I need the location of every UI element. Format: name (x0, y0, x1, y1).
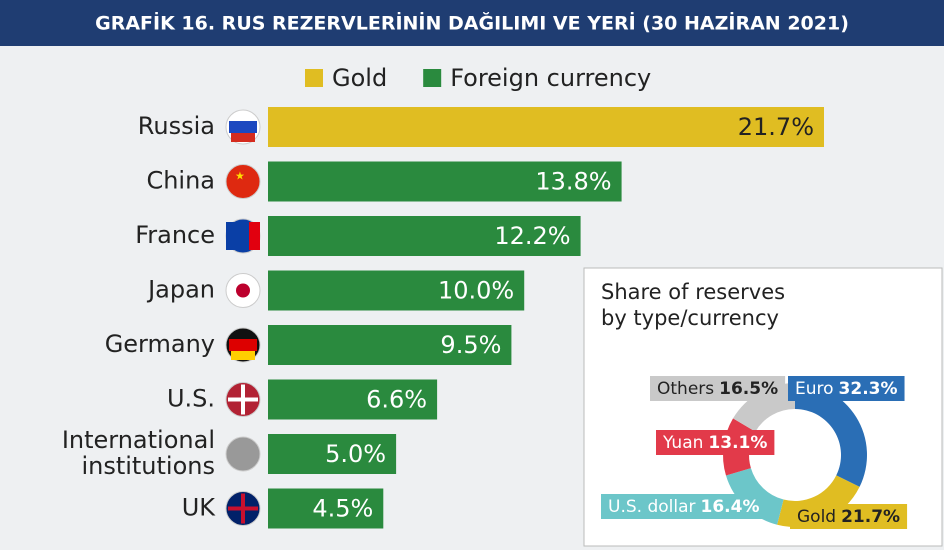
donut-category-label: Yuan (662, 433, 703, 453)
donut-category-label: Others (657, 379, 714, 399)
donut-value-label: 16.4% (701, 497, 760, 517)
donut-title: Share of reserves by type/currency (601, 280, 785, 330)
bar (268, 379, 438, 420)
value-label: 5.0% (325, 440, 386, 468)
value-label: 21.7% (738, 113, 814, 141)
legend-swatch (423, 69, 442, 87)
value-label: 6.6% (366, 386, 427, 414)
header-bar (0, 0, 944, 46)
bar (268, 434, 397, 474)
flag-stripe (229, 339, 257, 351)
donut-value-label: 32.3% (839, 379, 898, 399)
category-label: China (146, 167, 215, 195)
category-label: U.S. (167, 385, 215, 413)
flag-icon (225, 164, 261, 199)
donut-label-box (790, 504, 908, 529)
flag-stripe (231, 133, 255, 142)
flag-stripe (226, 222, 237, 250)
donut-category-label: Gold (797, 507, 836, 527)
category-label: France (135, 221, 215, 249)
donut-value-label: 13.1% (708, 433, 767, 453)
flag-stripe (229, 121, 257, 133)
donut-label-box (601, 494, 767, 519)
value-label: 12.2% (494, 222, 570, 250)
donut-category-label: U.S. dollar (608, 497, 696, 517)
category-label: Russia (138, 112, 215, 140)
legend-swatch (305, 69, 323, 87)
donut-segment (795, 383, 867, 487)
category-label: International institutions (62, 426, 215, 480)
value-label: 9.5% (440, 331, 501, 359)
bar (268, 161, 622, 202)
flag-stripe (231, 351, 255, 360)
bar (268, 107, 824, 147)
value-label: 4.5% (312, 495, 373, 523)
bar (268, 488, 384, 529)
donut-value-label: 21.7% (841, 507, 900, 527)
bar (268, 216, 581, 256)
donut-label-box (656, 430, 775, 455)
legend-label: Foreign currency (450, 64, 651, 92)
category-label: Germany (105, 330, 215, 358)
flag-stripe (241, 493, 245, 524)
flag-dot (236, 283, 250, 298)
donut-value-label: 16.5% (719, 379, 778, 399)
donut-label-box (788, 376, 905, 401)
bar (268, 325, 512, 365)
donut-category-label: Euro (795, 379, 834, 399)
donut-label-box (650, 376, 786, 401)
flag-star: ★ (235, 170, 245, 183)
flag-stripe (241, 384, 245, 415)
legend-label: Gold (332, 64, 387, 92)
category-label: Japan (146, 276, 215, 304)
value-label: 13.8% (535, 168, 611, 196)
header-title: GRAFİK 16. RUS REZERVLERİNİN DAĞILIMI VE… (95, 11, 849, 35)
category-label: UK (182, 494, 217, 522)
flag-stripe (249, 222, 260, 250)
bar (268, 270, 525, 311)
value-label: 10.0% (438, 277, 514, 305)
flag-icon (225, 436, 261, 472)
